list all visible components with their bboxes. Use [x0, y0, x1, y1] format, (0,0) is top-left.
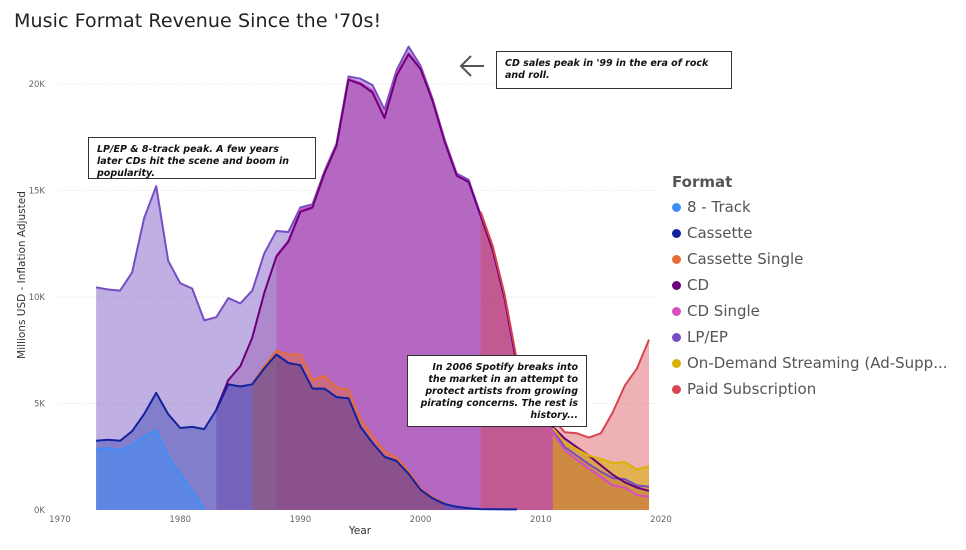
x-tick-label: 2020 — [650, 515, 672, 525]
line-cassette-single — [251, 349, 446, 505]
area-paid-subscription — [480, 211, 649, 511]
y-tick-label: 0K — [34, 506, 45, 516]
legend-item-cassette[interactable]: Cassette — [672, 220, 948, 246]
legend-swatch — [672, 358, 681, 368]
legend-label: CD — [687, 276, 710, 294]
arrow-left-icon — [459, 55, 484, 77]
legend-item-cd-single[interactable]: CD Single — [672, 298, 948, 324]
line-on-demand-streaming-ad-supp — [552, 427, 650, 471]
line-lp-ep — [95, 45, 650, 488]
legend-item-cd[interactable]: CD — [672, 272, 948, 298]
annotation-cd-peak: CD sales peak in '99 in the era of rock … — [496, 51, 732, 89]
legend-swatch — [672, 280, 681, 290]
chart-title: Music Format Revenue Since the '70s! — [14, 10, 382, 32]
legend-label: On-Demand Streaming (Ad-Supp... — [687, 354, 948, 372]
y-tick-label: 20K — [29, 80, 46, 90]
area-cassette — [96, 354, 517, 510]
legend-swatch — [672, 384, 681, 394]
y-tick-label: 15K — [29, 187, 46, 197]
y-axis-label: Millions USD - Inflation Adjusted — [16, 191, 28, 359]
legend: Format 8 - Track Cassette Cassette Single C… — [672, 173, 948, 402]
legend-item-on-demand-streaming-ad-supp[interactable]: On-Demand Streaming (Ad-Supp... — [672, 350, 948, 376]
legend-swatch — [672, 306, 681, 316]
area-cd — [216, 54, 650, 510]
area-cd-single — [276, 53, 649, 510]
line-cd — [215, 53, 650, 492]
legend-label: Cassette — [687, 224, 753, 242]
x-axis-label: Year — [348, 525, 372, 537]
legend-item-8-track[interactable]: 8 - Track — [672, 194, 948, 220]
annotation-spotify: In 2006 Spotify breaks into the market i… — [407, 355, 587, 427]
legend-label: Cassette Single — [687, 250, 804, 268]
x-tick-label: 1980 — [169, 515, 191, 525]
legend-label: 8 - Track — [687, 198, 751, 216]
legend-swatch — [672, 202, 681, 212]
y-tick-label: 10K — [29, 293, 46, 303]
legend-item-paid-subscription[interactable]: Paid Subscription — [672, 376, 948, 402]
area-cassette-single — [252, 350, 445, 510]
legend-item-cassette-single[interactable]: Cassette Single — [672, 246, 948, 272]
x-tick-label: 2010 — [530, 515, 552, 525]
legend-label: Paid Subscription — [687, 380, 817, 398]
x-tick-label: 1990 — [290, 515, 312, 525]
line-cassette — [96, 353, 517, 511]
line-8-track — [96, 429, 206, 510]
legend-label: LP/EP — [687, 328, 728, 346]
legend-swatch — [672, 332, 681, 342]
legend-title: Format — [672, 173, 733, 191]
legend-item-lp-ep[interactable]: LP/EP — [672, 324, 948, 350]
area-on-demand-streaming-ad-supp — [552, 428, 649, 510]
line-paid-subscription — [479, 211, 650, 439]
legend-swatch — [672, 254, 681, 264]
annotation-lp-peak: LP/EP & 8-track peak. A few years later … — [88, 137, 316, 179]
x-tick-label: 2000 — [410, 515, 432, 525]
y-tick-label: 5K — [34, 400, 45, 410]
legend-swatch — [672, 228, 681, 238]
legend-label: CD Single — [687, 302, 760, 320]
x-tick-label: 1970 — [49, 515, 71, 525]
